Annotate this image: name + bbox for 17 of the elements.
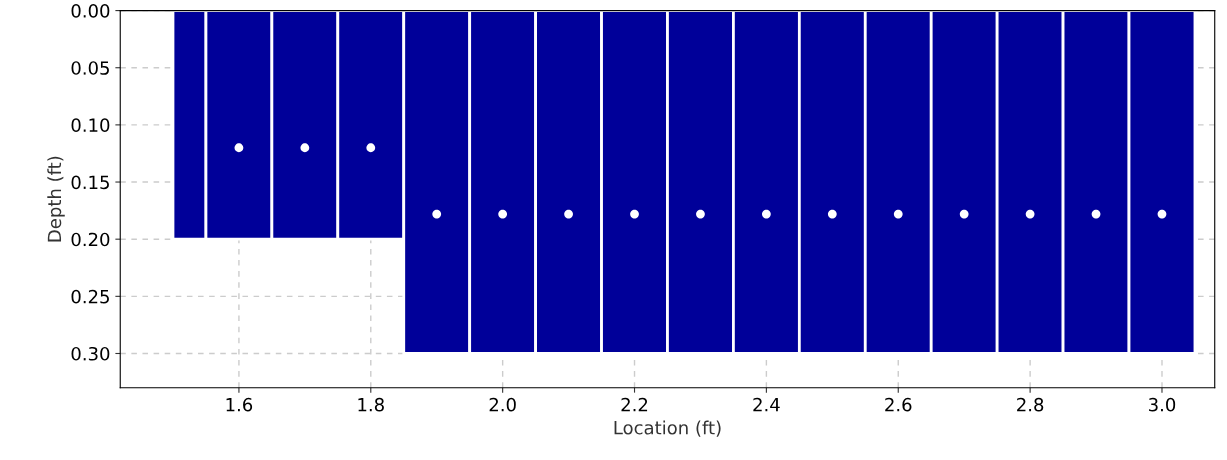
x-tick-label: 3.0: [1149, 397, 1176, 412]
y-tick-label: 0.20: [71, 232, 110, 247]
x-tick-label: 2.6: [885, 397, 912, 412]
y-tick-label: 0.25: [71, 289, 109, 304]
y-tick-label: 0.10: [71, 118, 110, 132]
x-tick-label: 1.6: [226, 397, 253, 412]
x-tick-label: 2.2: [621, 397, 648, 412]
y-tick-label: 0.30: [71, 346, 110, 361]
x-tick-label: 2.8: [1017, 397, 1044, 412]
y-tick-label: 0.00: [71, 4, 110, 18]
y-tick-label: 0.05: [71, 61, 109, 75]
y-tick-label: 0.15: [71, 175, 109, 190]
x-tick-label: 2.0: [489, 397, 516, 412]
x-tick-label: 2.4: [753, 397, 780, 412]
y-axis-title: Depth (ft): [47, 156, 65, 242]
x-tick-label: 1.8: [358, 397, 384, 412]
x-axis-title: Location (ft): [614, 420, 721, 437]
